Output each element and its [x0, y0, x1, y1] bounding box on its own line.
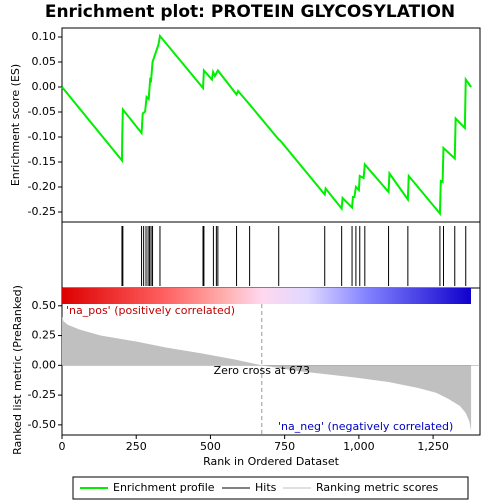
x-tick-label: 500 [200, 440, 221, 453]
x-tick-label: 1,000 [343, 440, 375, 453]
y-tick-label: -0.05 [28, 105, 56, 118]
y-tick-label: -0.10 [28, 130, 56, 143]
zero-cross-label: Zero cross at 673 [214, 364, 310, 377]
y-tick-label: -0.15 [28, 155, 56, 168]
metric-area [62, 316, 472, 431]
legend-label: Hits [255, 481, 277, 494]
y-tick-label: 0.25 [32, 329, 57, 342]
x-tick-label: 250 [126, 440, 147, 453]
x-tick-label: 0 [59, 440, 66, 453]
chart-title: Enrichment plot: PROTEIN GLYCOSYLATION [45, 2, 455, 22]
y-axis-label: Enrichment score (ES) [9, 64, 22, 186]
legend-label: Ranking metric scores [316, 481, 438, 494]
x-tick-label: 1,250 [417, 440, 449, 453]
y-tick-label: 0.05 [32, 55, 57, 68]
y-axis-label: Ranked list metric (PreRanked) [11, 285, 24, 455]
y-tick-label: -0.20 [28, 180, 56, 193]
enrichment-line [61, 33, 472, 217]
y-tick-label: 0.00 [32, 358, 57, 371]
y-tick-label: -0.25 [28, 388, 56, 401]
y-tick-label: -0.50 [28, 418, 56, 431]
x-tick-label: 750 [274, 440, 295, 453]
legend [72, 476, 469, 500]
annotation: 'na_pos' (positively correlated) [66, 304, 235, 317]
y-tick-label: 0.00 [32, 80, 57, 93]
legend-label: Enrichment profile [113, 481, 215, 494]
annotation: 'na_neg' (negatively correlated) [278, 420, 453, 433]
y-tick-label: 0.10 [32, 30, 57, 43]
color-bar [62, 288, 471, 304]
top-frame [61, 27, 481, 289]
x-axis-label: Rank in Ordered Dataset [203, 455, 340, 468]
y-tick-label: 0.50 [32, 299, 57, 312]
y-tick-label: -0.25 [28, 205, 56, 218]
